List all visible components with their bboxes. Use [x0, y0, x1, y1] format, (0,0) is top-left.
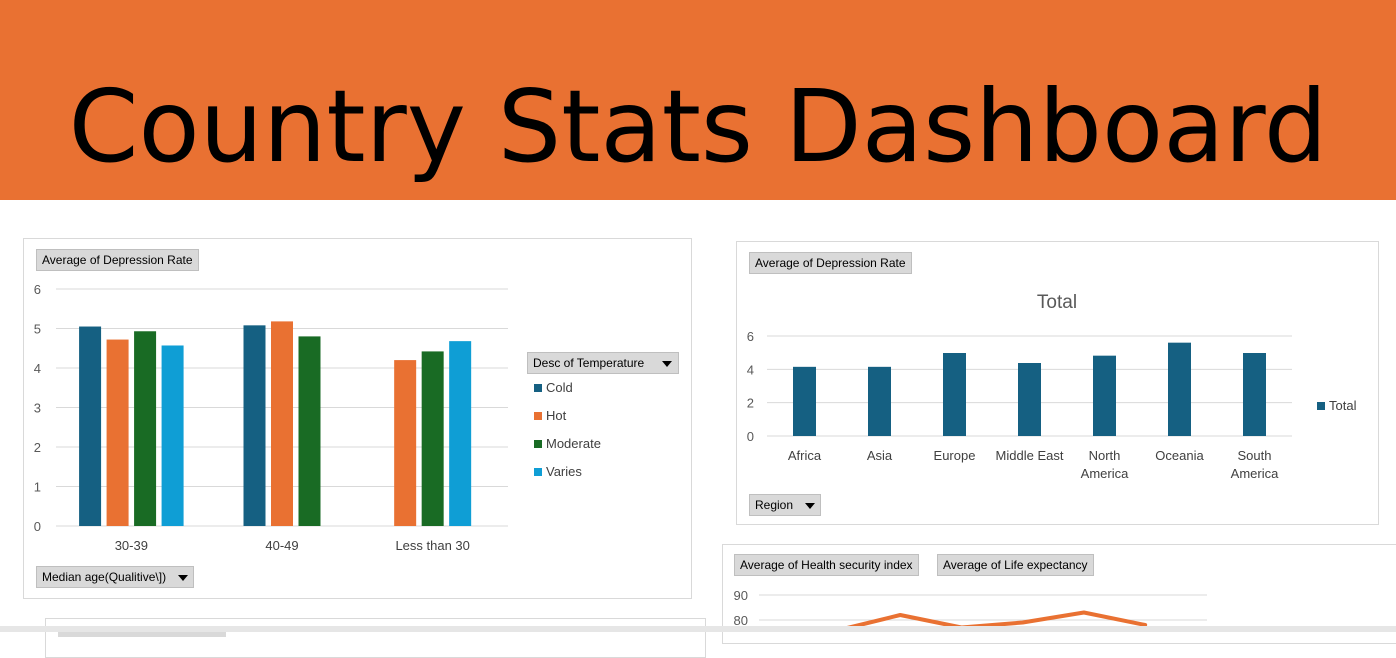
y-tick-label: 4 — [747, 362, 754, 377]
bar-hot — [106, 339, 129, 526]
y-tick-label: 3 — [34, 401, 41, 416]
bar-moderate — [421, 351, 444, 526]
chart2-value-field-label: Average of Depression Rate — [755, 256, 906, 270]
chart3-value-field-2-label: Average of Life expectancy — [943, 558, 1088, 572]
legend-swatch — [534, 412, 542, 420]
x-tick-label: South — [1238, 448, 1272, 463]
bar-total — [1243, 353, 1266, 436]
chart2-plot: Total 0 2 4 6 Africa Asia Europe Middle East Nort… — [747, 292, 1292, 481]
chevron-down-icon — [805, 502, 816, 509]
y-tick-label: 0 — [747, 429, 754, 444]
header-banner: Country Stats Dashboard — [0, 0, 1396, 200]
x-tick-label: America — [1231, 466, 1279, 481]
chart1-legend-field-button[interactable]: Desc of Temperature — [527, 352, 679, 374]
y-tick-label: 0 — [34, 519, 41, 534]
chart2-panel[interactable]: Average of Depression Rate Total 0 2 4 6 Afri… — [736, 241, 1379, 525]
legend-swatch — [534, 468, 542, 476]
bar-total — [1093, 355, 1116, 436]
bar-total — [1018, 363, 1041, 436]
y-tick-label: 1 — [34, 480, 41, 495]
chart1-axis-field-label: Median age(Qualitive\]) — [42, 570, 167, 584]
chart1-legend-field-label: Desc of Temperature — [533, 356, 645, 370]
legend-swatch — [534, 384, 542, 392]
bar-total — [1168, 342, 1191, 436]
x-tick-label: Asia — [867, 448, 893, 463]
y-tick-label: 6 — [747, 329, 754, 344]
y-tick-label: 2 — [34, 440, 41, 455]
x-tick-label: Middle East — [996, 448, 1064, 463]
chart2-title: Total — [1037, 292, 1077, 313]
chart3-value-field-1-label: Average of Health security index — [740, 558, 913, 572]
y-tick-label: 2 — [747, 396, 754, 411]
legend-swatch — [534, 440, 542, 448]
legend-label: Moderate — [546, 436, 601, 451]
y-tick-label: 90 — [734, 588, 748, 603]
legend-swatch — [1317, 402, 1325, 410]
chart2-legend-label: Total — [1329, 398, 1357, 413]
y-tick-label: 4 — [34, 361, 41, 376]
x-tick-label: Africa — [788, 448, 822, 463]
chart3-value-field-2-button[interactable]: Average of Life expectancy — [937, 554, 1094, 576]
x-tick-label: Europe — [934, 448, 976, 463]
bar-hot — [271, 321, 293, 526]
dashboard-title: Country Stats Dashboard — [68, 68, 1328, 185]
x-tick-label: America — [1081, 466, 1129, 481]
chart2-axis-field-button[interactable]: Region — [749, 494, 822, 516]
bar-hot — [394, 360, 417, 526]
bar-total — [793, 366, 816, 436]
x-tick-label: Less than 30 — [395, 538, 469, 553]
chart1-legend-item: Cold — [534, 380, 573, 395]
bar-total — [868, 366, 891, 436]
x-tick-label: 30-39 — [115, 538, 148, 553]
bottom-scroll-edge — [0, 626, 1396, 632]
y-tick-label: 80 — [734, 613, 748, 628]
x-tick-label: Oceania — [1155, 448, 1204, 463]
chart1-legend-item: Moderate — [534, 436, 601, 451]
chart1-legend-item: Hot — [534, 408, 566, 423]
x-tick-label: 40-49 — [265, 538, 298, 553]
chart1-panel[interactable]: Average of Depression Rate 0 1 2 3 4 5 6 30-39 4… — [23, 238, 692, 599]
bar-moderate — [134, 331, 157, 526]
chart2-value-field-button[interactable]: Average of Depression Rate — [749, 252, 912, 274]
legend-label: Cold — [546, 380, 573, 395]
x-tick-label: North — [1089, 448, 1121, 463]
series-line — [837, 610, 1148, 632]
chart1-plot: 0 1 2 3 4 5 6 30-39 40-49 Less than 30 — [34, 282, 508, 553]
chevron-down-icon — [178, 574, 189, 581]
chart3-plot: 80 90 — [734, 588, 1207, 632]
chart1-legend-item: Varies — [534, 464, 582, 479]
chart1-value-field-button[interactable]: Average of Depression Rate — [36, 249, 199, 271]
bar-cold — [243, 325, 266, 526]
chart2-legend-item: Total — [1317, 398, 1356, 413]
bar-varies — [161, 345, 184, 526]
legend-label: Hot — [546, 408, 567, 423]
chart3-value-field-1-button[interactable]: Average of Health security index — [734, 554, 919, 576]
chart2-axis-field-label: Region — [755, 498, 794, 512]
chart1-axis-field-button[interactable]: Median age(Qualitive\]) — [36, 566, 195, 588]
chart1-value-field-label: Average of Depression Rate — [42, 253, 193, 267]
bar-cold — [79, 326, 102, 526]
bar-moderate — [298, 336, 321, 526]
bar-total — [943, 353, 966, 436]
y-tick-label: 6 — [34, 282, 41, 297]
chevron-down-icon — [662, 361, 672, 367]
chart4-panel[interactable] — [45, 618, 706, 658]
bar-varies — [449, 341, 472, 526]
y-tick-label: 5 — [34, 322, 41, 337]
legend-label: Varies — [546, 464, 582, 479]
